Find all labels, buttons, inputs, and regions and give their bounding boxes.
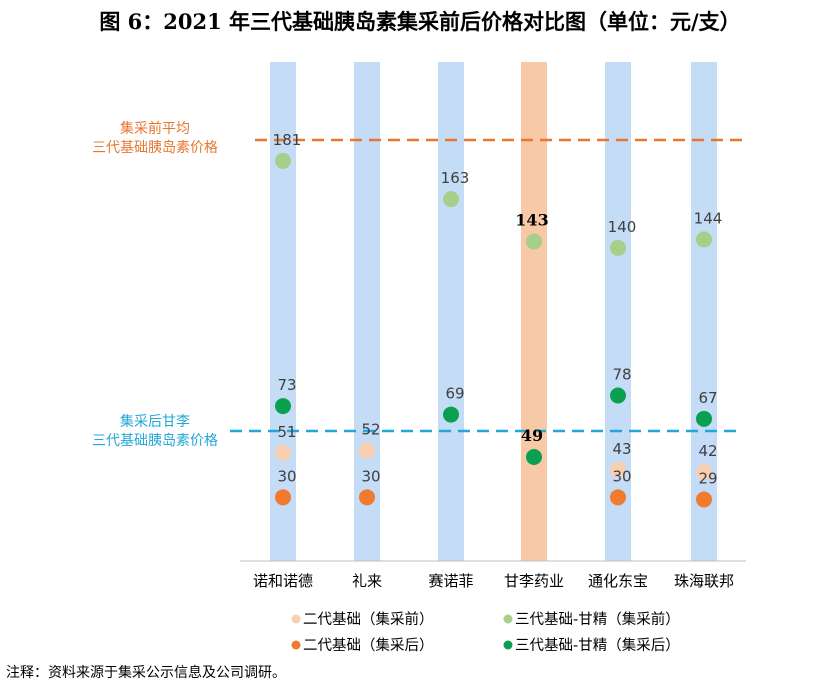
data-point <box>610 489 626 506</box>
legend-marker <box>291 614 301 624</box>
annotation-after-line2: 三代基础胰岛素价格 <box>92 433 218 449</box>
x-tick-label: 珠海联邦 <box>674 572 734 590</box>
data-label: 78 <box>612 365 631 383</box>
legend-label: 二代基础（集采前） <box>303 611 434 628</box>
legend-label: 二代基础（集采后） <box>303 637 434 654</box>
legend-label: 三代基础-甘精（集采前） <box>515 611 680 628</box>
data-point <box>696 463 712 480</box>
data-point <box>696 491 712 508</box>
data-point <box>526 233 542 250</box>
x-tick-label: 甘李药业 <box>504 572 564 590</box>
data-label: 140 <box>608 218 637 236</box>
data-label: 143 <box>515 211 548 230</box>
source-note: 注释：资料来源于集采公示信息及公司调研。 <box>6 665 286 681</box>
x-tick-label: 礼来 <box>352 572 382 590</box>
data-point <box>275 444 291 461</box>
data-label: 42 <box>698 442 717 460</box>
data-point <box>443 191 459 208</box>
data-label: 163 <box>441 169 470 187</box>
legend-label: 三代基础-甘精（集采后） <box>515 637 680 654</box>
legend-marker <box>503 640 513 650</box>
data-label: 67 <box>698 389 717 407</box>
x-tick-label: 赛诺菲 <box>428 572 473 590</box>
data-label: 49 <box>521 426 543 445</box>
data-label: 144 <box>694 209 723 227</box>
data-label: 52 <box>361 421 380 439</box>
data-label: 51 <box>277 423 296 441</box>
data-point <box>610 239 626 256</box>
category-column <box>354 62 380 561</box>
category-column <box>438 62 464 561</box>
annotation-after-ganli: 集采后甘李 三代基础胰岛素价格 <box>30 413 280 451</box>
legend-marker <box>503 614 513 624</box>
data-point <box>275 152 291 169</box>
chart-title: 图 6：2021 年三代基础胰岛素集采前后价格对比图（单位：元/支） <box>99 9 741 34</box>
data-point <box>526 449 542 466</box>
data-point <box>359 489 375 506</box>
price-comparison-chart: 诺和诺德 礼来 赛诺菲 甘李药业 通化东宝 珠海联邦 51 52 43 42 181 163 143 14… <box>230 62 748 654</box>
data-point <box>610 461 626 478</box>
data-point <box>443 406 459 423</box>
annotation-before-avg: 集采前平均 三代基础胰岛素价格 <box>30 120 280 158</box>
data-label: 30 <box>277 467 296 485</box>
data-point <box>610 387 626 404</box>
data-label: 30 <box>361 467 380 485</box>
data-point <box>275 398 291 415</box>
x-tick-label: 诺和诺德 <box>253 572 313 590</box>
data-point <box>696 231 712 248</box>
category-column <box>605 62 631 561</box>
data-point <box>696 410 712 427</box>
data-label: 69 <box>445 385 464 403</box>
category-column <box>270 62 296 561</box>
annotation-before-line2: 三代基础胰岛素价格 <box>92 140 218 156</box>
x-tick-label: 通化东宝 <box>588 572 648 590</box>
data-point <box>275 489 291 506</box>
legend-marker <box>291 640 301 650</box>
annotation-after-line1: 集采后甘李 <box>120 414 190 430</box>
data-label: 43 <box>612 440 631 458</box>
data-label: 73 <box>277 376 296 394</box>
data-label: 30 <box>612 467 631 485</box>
data-label: 29 <box>698 469 717 487</box>
category-column <box>521 62 547 561</box>
data-point <box>359 442 375 459</box>
data-label: 181 <box>273 131 302 149</box>
annotation-before-line1: 集采前平均 <box>120 121 190 137</box>
